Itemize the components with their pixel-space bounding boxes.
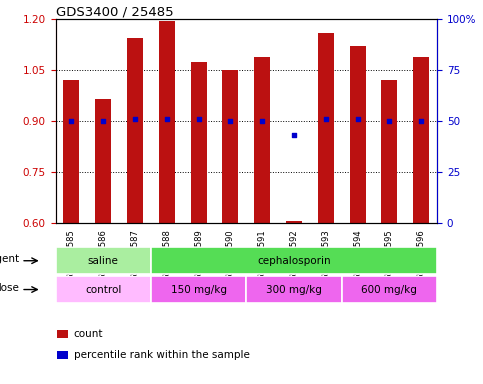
Point (258, 118, 266, 124)
Bar (254, 56, 270, 223)
Bar (350, 46, 366, 223)
Point (417, 118, 425, 124)
Point (68, 118, 75, 124)
Bar (127, 38, 143, 223)
Text: 600 mg/kg: 600 mg/kg (361, 285, 417, 295)
Point (227, 118, 234, 124)
Text: 150 mg/kg: 150 mg/kg (170, 285, 227, 295)
Point (354, 116, 361, 122)
Bar (413, 56, 429, 223)
Bar (286, 221, 302, 223)
Bar (223, 70, 239, 223)
Bar (191, 61, 207, 223)
Bar (57, 330, 68, 338)
Text: saline: saline (88, 256, 119, 266)
Bar (382, 80, 398, 223)
Point (322, 116, 330, 122)
Bar (56, 276, 151, 303)
Text: cephalosporin: cephalosporin (257, 256, 331, 266)
Bar (151, 247, 437, 274)
Point (290, 132, 298, 138)
Bar (159, 21, 175, 223)
Bar (56, 247, 151, 274)
Bar (246, 276, 342, 303)
Bar (342, 276, 437, 303)
Point (131, 116, 139, 122)
Point (385, 118, 393, 124)
Text: GDS3400 / 25485: GDS3400 / 25485 (56, 5, 173, 18)
Text: dose: dose (0, 283, 19, 293)
Text: percentile rank within the sample: percentile rank within the sample (74, 350, 250, 360)
Point (195, 116, 202, 122)
Text: agent: agent (0, 254, 19, 264)
Bar (151, 276, 246, 303)
Text: 300 mg/kg: 300 mg/kg (266, 285, 322, 295)
Bar (57, 351, 68, 359)
Point (99, 118, 107, 124)
Point (163, 116, 170, 122)
Text: count: count (74, 329, 103, 339)
Bar (95, 99, 111, 223)
Bar (63, 80, 79, 223)
Bar (318, 33, 334, 223)
Text: control: control (85, 285, 121, 295)
